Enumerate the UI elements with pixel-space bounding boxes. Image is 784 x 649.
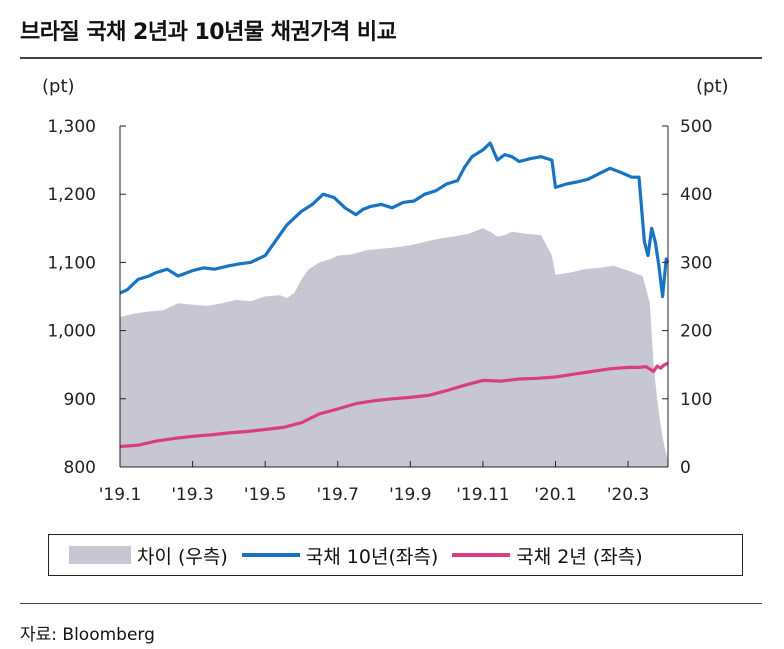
left-tick-label: 800 [64,458,96,478]
left-tick-label: 1,200 [47,185,96,205]
legend-swatch-bond2 [452,553,511,557]
series-bond10-line [119,141,670,299]
series-spread-area [120,228,668,467]
legend-item-spread: 차이 (우측) [69,542,228,569]
x-tick-label: '20.1 [534,485,577,505]
x-tick-label: '19.1 [99,485,142,505]
chart-title: 브라질 국채 2년과 10년물 채권가격 비교 [20,20,397,45]
legend-swatch-spread [69,546,131,564]
left-tick-label: 1,100 [47,253,96,273]
chart-canvas: 800 900 1,000 1,100 1,200 1,300 0 100 200 300 400 5… [42,76,729,505]
x-tick-label: '19.11 [456,485,509,505]
x-tick-label: '19.9 [389,485,432,505]
series-bond2-line [119,361,669,449]
left-axis-unit: (pt) [42,76,75,97]
legend-label-bond2: 국채 2년 (좌측) [516,545,643,568]
left-tick-label: 1,000 [47,322,96,342]
right-tick-label: 500 [680,117,712,137]
right-axis-unit: (pt) [696,76,729,97]
legend-swatch-bond10 [241,553,300,557]
legend-item-bond10: 국채 10년(좌측) [241,542,439,569]
source-note: 자료: Bloomberg [20,625,155,645]
title-divider [20,57,762,59]
x-tick-label: '19.7 [316,485,359,505]
legend-label-bond10: 국채 10년(좌측) [305,545,439,568]
chart-legend: 차이 (우측) 국채 10년(좌측) 국채 2년 (좌측) [48,534,743,576]
right-tick-label: 400 [680,185,712,205]
left-tick-label: 1,300 [47,117,96,137]
left-tick-label: 900 [64,390,96,410]
x-tick-label: '19.5 [244,485,287,505]
right-tick-label: 100 [680,390,712,410]
legend-label-spread: 차이 (우측) [137,545,228,568]
right-tick-label: 300 [680,253,712,273]
right-tick-label: 0 [680,458,691,478]
right-tick-label: 200 [680,322,712,342]
footer-divider [20,603,762,604]
x-tick-label: '20.3 [607,485,650,505]
plot-area: 800 900 1,000 1,100 1,200 1,300 0 100 200 300 400 5… [47,117,712,505]
legend-item-bond2: 국채 2년 (좌측) [452,542,643,569]
x-tick-label: '19.3 [171,485,214,505]
